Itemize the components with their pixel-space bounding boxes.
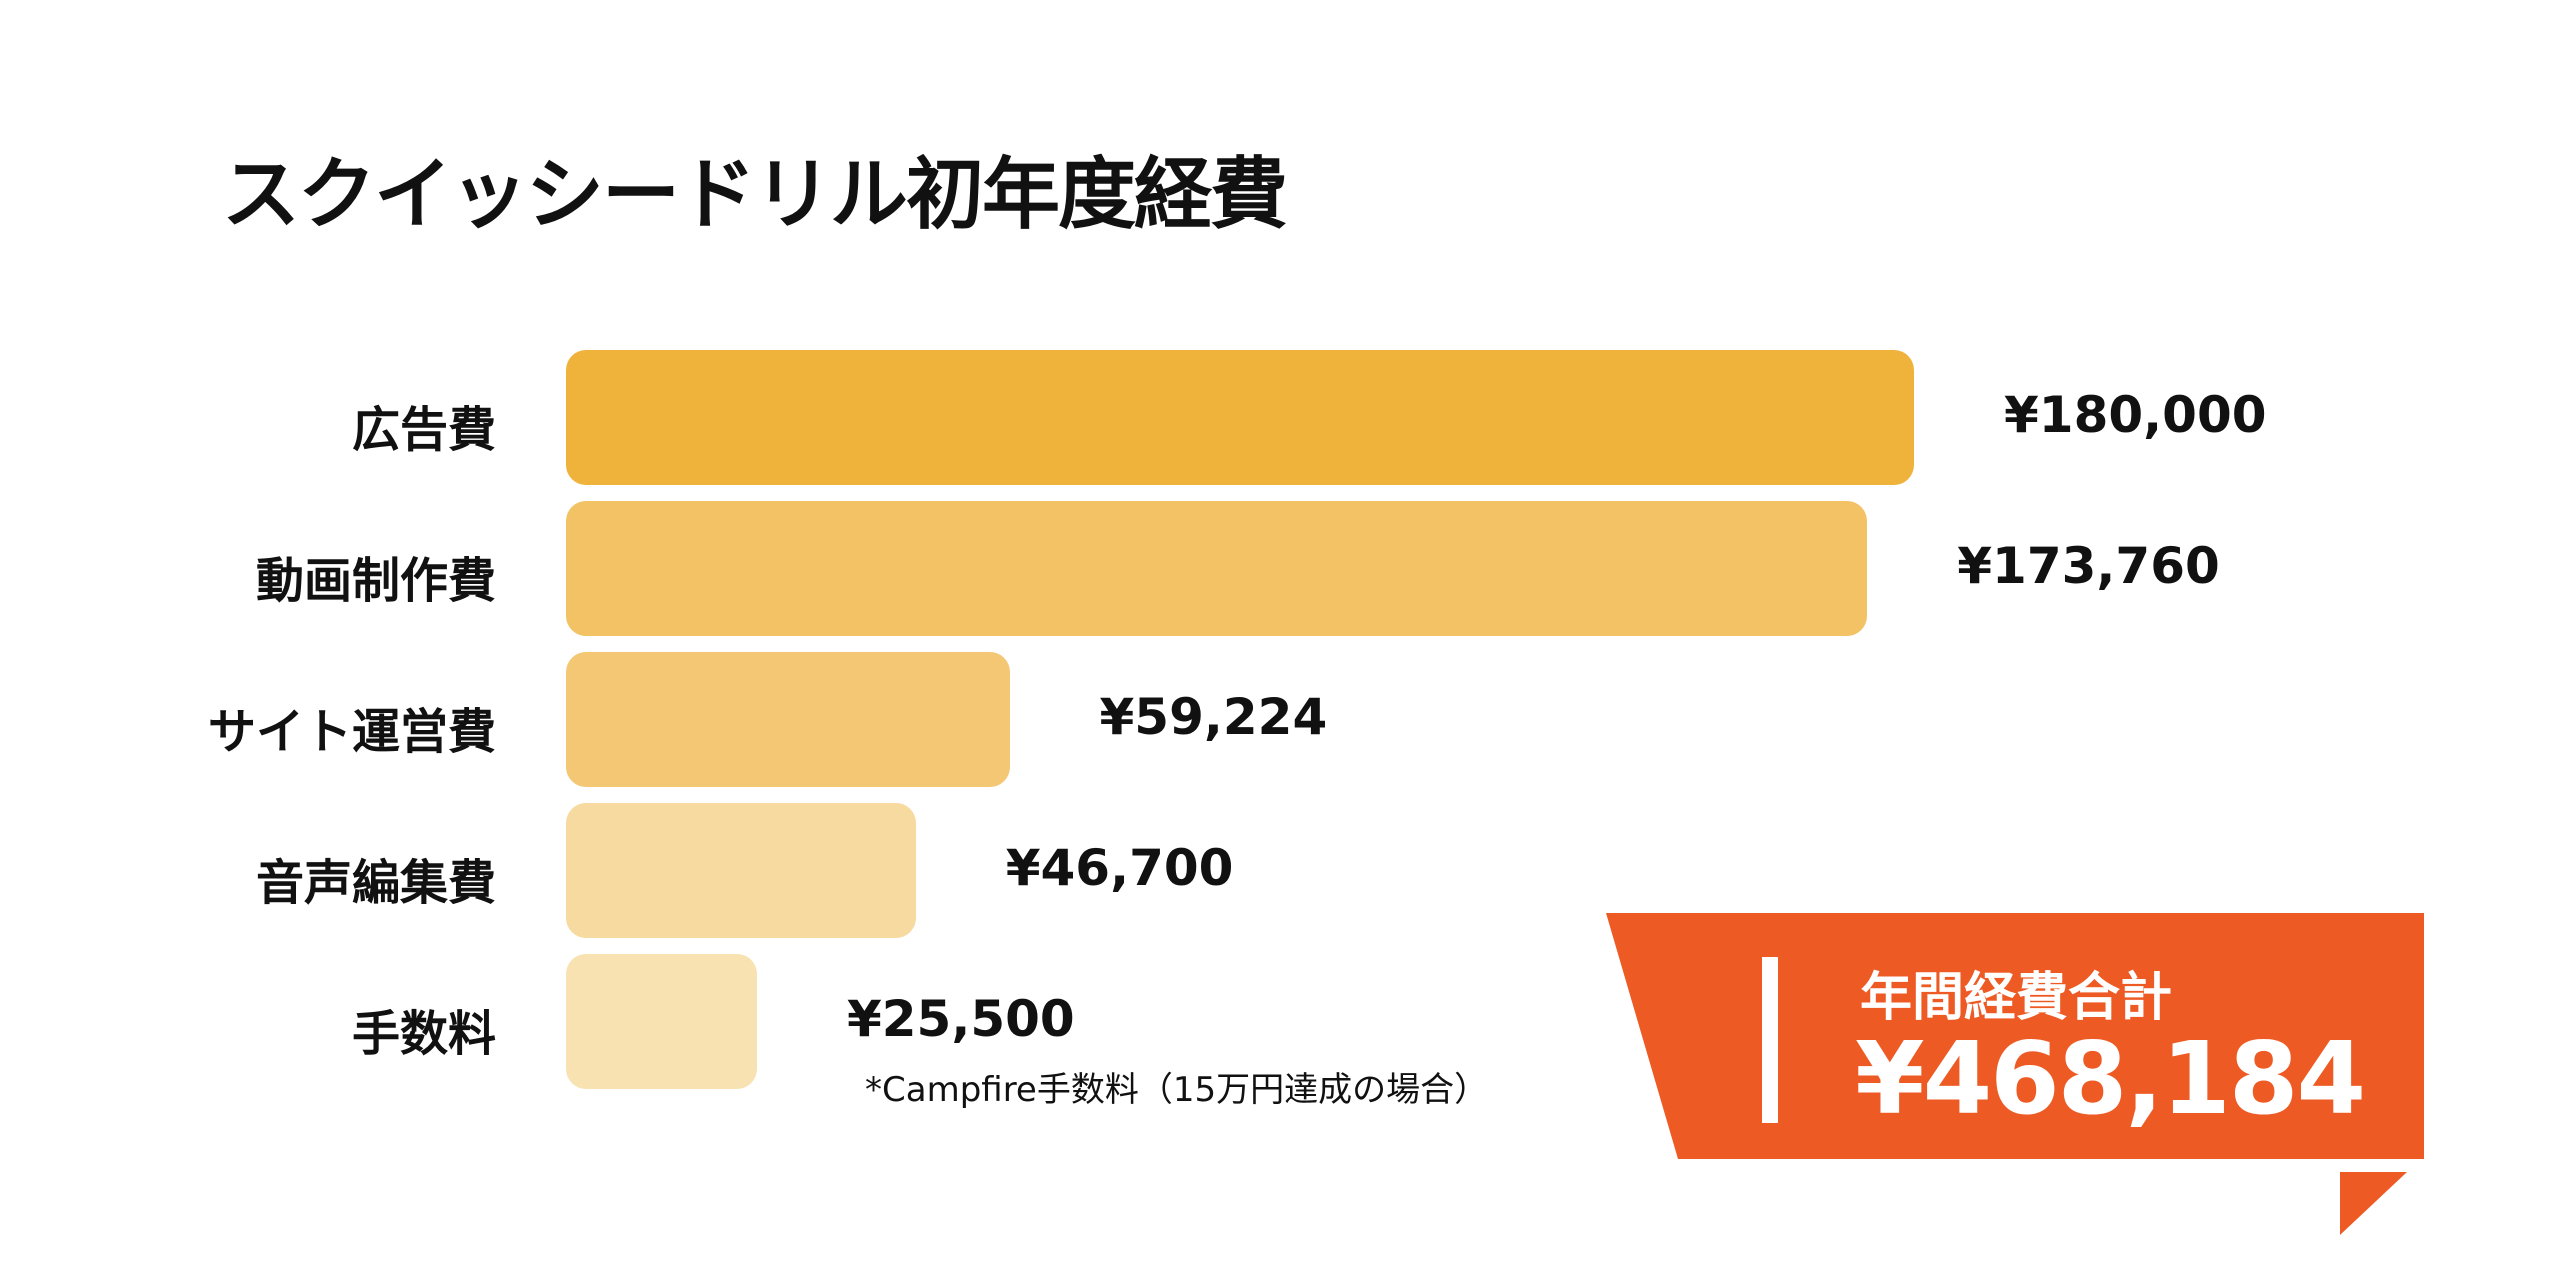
bar (566, 954, 757, 1089)
bar (566, 501, 1868, 636)
category-label: サイト運営費 (207, 704, 496, 760)
bar (566, 350, 1914, 485)
footnote: *Campfire手数料（15万円達成の場合） (865, 1070, 1489, 1110)
total-label: 年間経費合計 (1860, 968, 2173, 1028)
value-label: ¥180,000 (2004, 386, 2267, 444)
banner-divider (1762, 957, 1778, 1123)
value-label: ¥173,760 (1957, 537, 2220, 595)
bar (566, 803, 916, 938)
banner-shape (1606, 913, 2424, 1159)
value-label: ¥59,224 (1099, 688, 1328, 746)
banner-tail (2340, 1172, 2407, 1235)
chart-title: スクイッシードリル初年度経費 (222, 150, 1288, 240)
category-label: 広告費 (351, 402, 496, 458)
category-label: 動画制作費 (255, 553, 496, 609)
category-label: 手数料 (351, 1006, 496, 1062)
value-label: ¥25,500 (846, 990, 1075, 1048)
bar (566, 652, 1010, 787)
category-label: 音声編集費 (255, 855, 496, 911)
value-label: ¥46,700 (1005, 839, 1234, 897)
total-value: ¥468,184 (1855, 1020, 2366, 1137)
